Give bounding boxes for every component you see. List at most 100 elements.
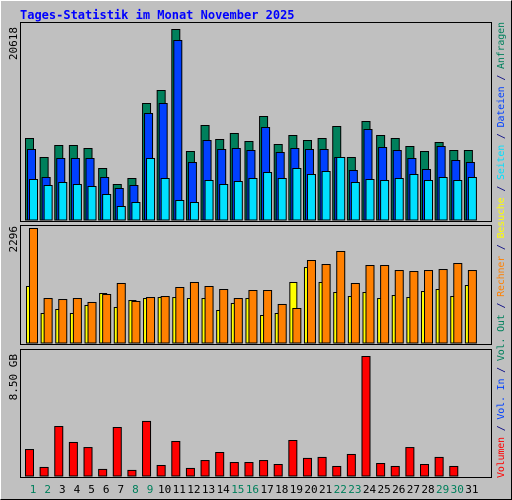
bar [127,469,137,477]
x-tick-label: 28 [421,483,434,496]
bar [380,265,390,344]
x-tick-label: 7 [117,483,124,496]
bar [405,447,415,477]
bar [365,265,375,344]
bar [277,303,287,344]
bar [39,466,49,477]
x-tick-label: 11 [173,483,186,496]
bar [229,462,239,477]
bar [233,298,243,344]
x-tick-label: 12 [187,483,200,496]
bar [438,269,448,344]
bar [116,206,126,221]
x-tick-label: 6 [103,483,110,496]
legend-separator: / [496,297,507,315]
bar [160,296,170,344]
bar [175,287,185,344]
x-tick-label: 13 [202,483,215,496]
bar [453,263,463,344]
x-tick-label: 8 [132,483,139,496]
x-tick-label: 27 [407,483,420,496]
x-tick-label: 15 [231,483,244,496]
x-tick-label: 16 [246,483,259,496]
legend: Volumen / Vol. In / Vol. Out / Rechner /… [496,22,507,478]
x-tick-label: 31 [465,483,478,496]
x-tick-label: 3 [59,483,66,496]
legend-separator: / [496,127,507,145]
bar [321,264,331,344]
bar [116,282,126,344]
bar [102,294,112,344]
x-tick-label: 19 [290,483,303,496]
bar [29,228,38,344]
bar [263,290,273,344]
bar [288,440,298,477]
bar [394,177,404,221]
legend-separator: / [496,238,507,256]
legend-separator: / [496,69,507,87]
bar [361,356,371,477]
y-tick-label: 20618 [7,27,20,60]
bar [29,178,38,221]
x-tick-label: 5 [88,483,95,496]
bar [277,177,287,221]
x-tick-label: 4 [74,483,81,496]
bar [244,462,254,477]
bar [189,202,199,221]
bar [424,270,434,344]
x-tick-label: 25 [377,483,390,496]
bar [306,173,316,221]
legend-separator: / [496,419,507,437]
x-tick-label: 14 [217,483,231,496]
bar [467,176,477,221]
bar [25,449,34,477]
bar [306,260,316,344]
bar [424,179,434,221]
bar [434,456,444,477]
bar [449,465,459,477]
chart-title: Tages-Statistik im Monat November 2025 [20,8,295,22]
bar [72,298,82,344]
bar [102,193,112,221]
bar [185,467,195,477]
x-tick-label: 29 [436,483,449,496]
bar [204,179,214,221]
legend-item: Seiten [496,145,507,180]
x-tick-label: 9 [147,483,154,496]
bar [346,453,356,477]
bar [175,199,185,221]
bar [321,171,331,221]
bar [58,299,68,344]
bar [131,202,141,221]
bar [142,420,152,477]
bar [72,184,82,221]
legend-item: Anfragen [496,22,507,69]
bar [146,297,156,344]
bar [219,184,229,221]
bar [336,250,346,344]
bar [409,173,419,221]
bar [273,464,283,477]
bar [215,452,225,477]
bar [292,168,302,221]
x-tick-label: 22 [334,483,347,496]
bar [233,180,243,221]
bar [87,186,97,221]
bar [248,290,258,344]
x-tick-label: 24 [363,483,377,496]
bar [336,156,346,221]
bar [438,176,448,221]
bar [453,179,463,221]
y-tick-label: 8.50 GB [7,354,20,401]
x-tick-label: 10 [158,483,171,496]
bar [131,300,141,344]
legend-item: Rechner [496,256,507,297]
bar [365,178,375,221]
bar [350,182,360,221]
bar [200,460,210,477]
bar [350,282,360,344]
bar [219,289,229,344]
